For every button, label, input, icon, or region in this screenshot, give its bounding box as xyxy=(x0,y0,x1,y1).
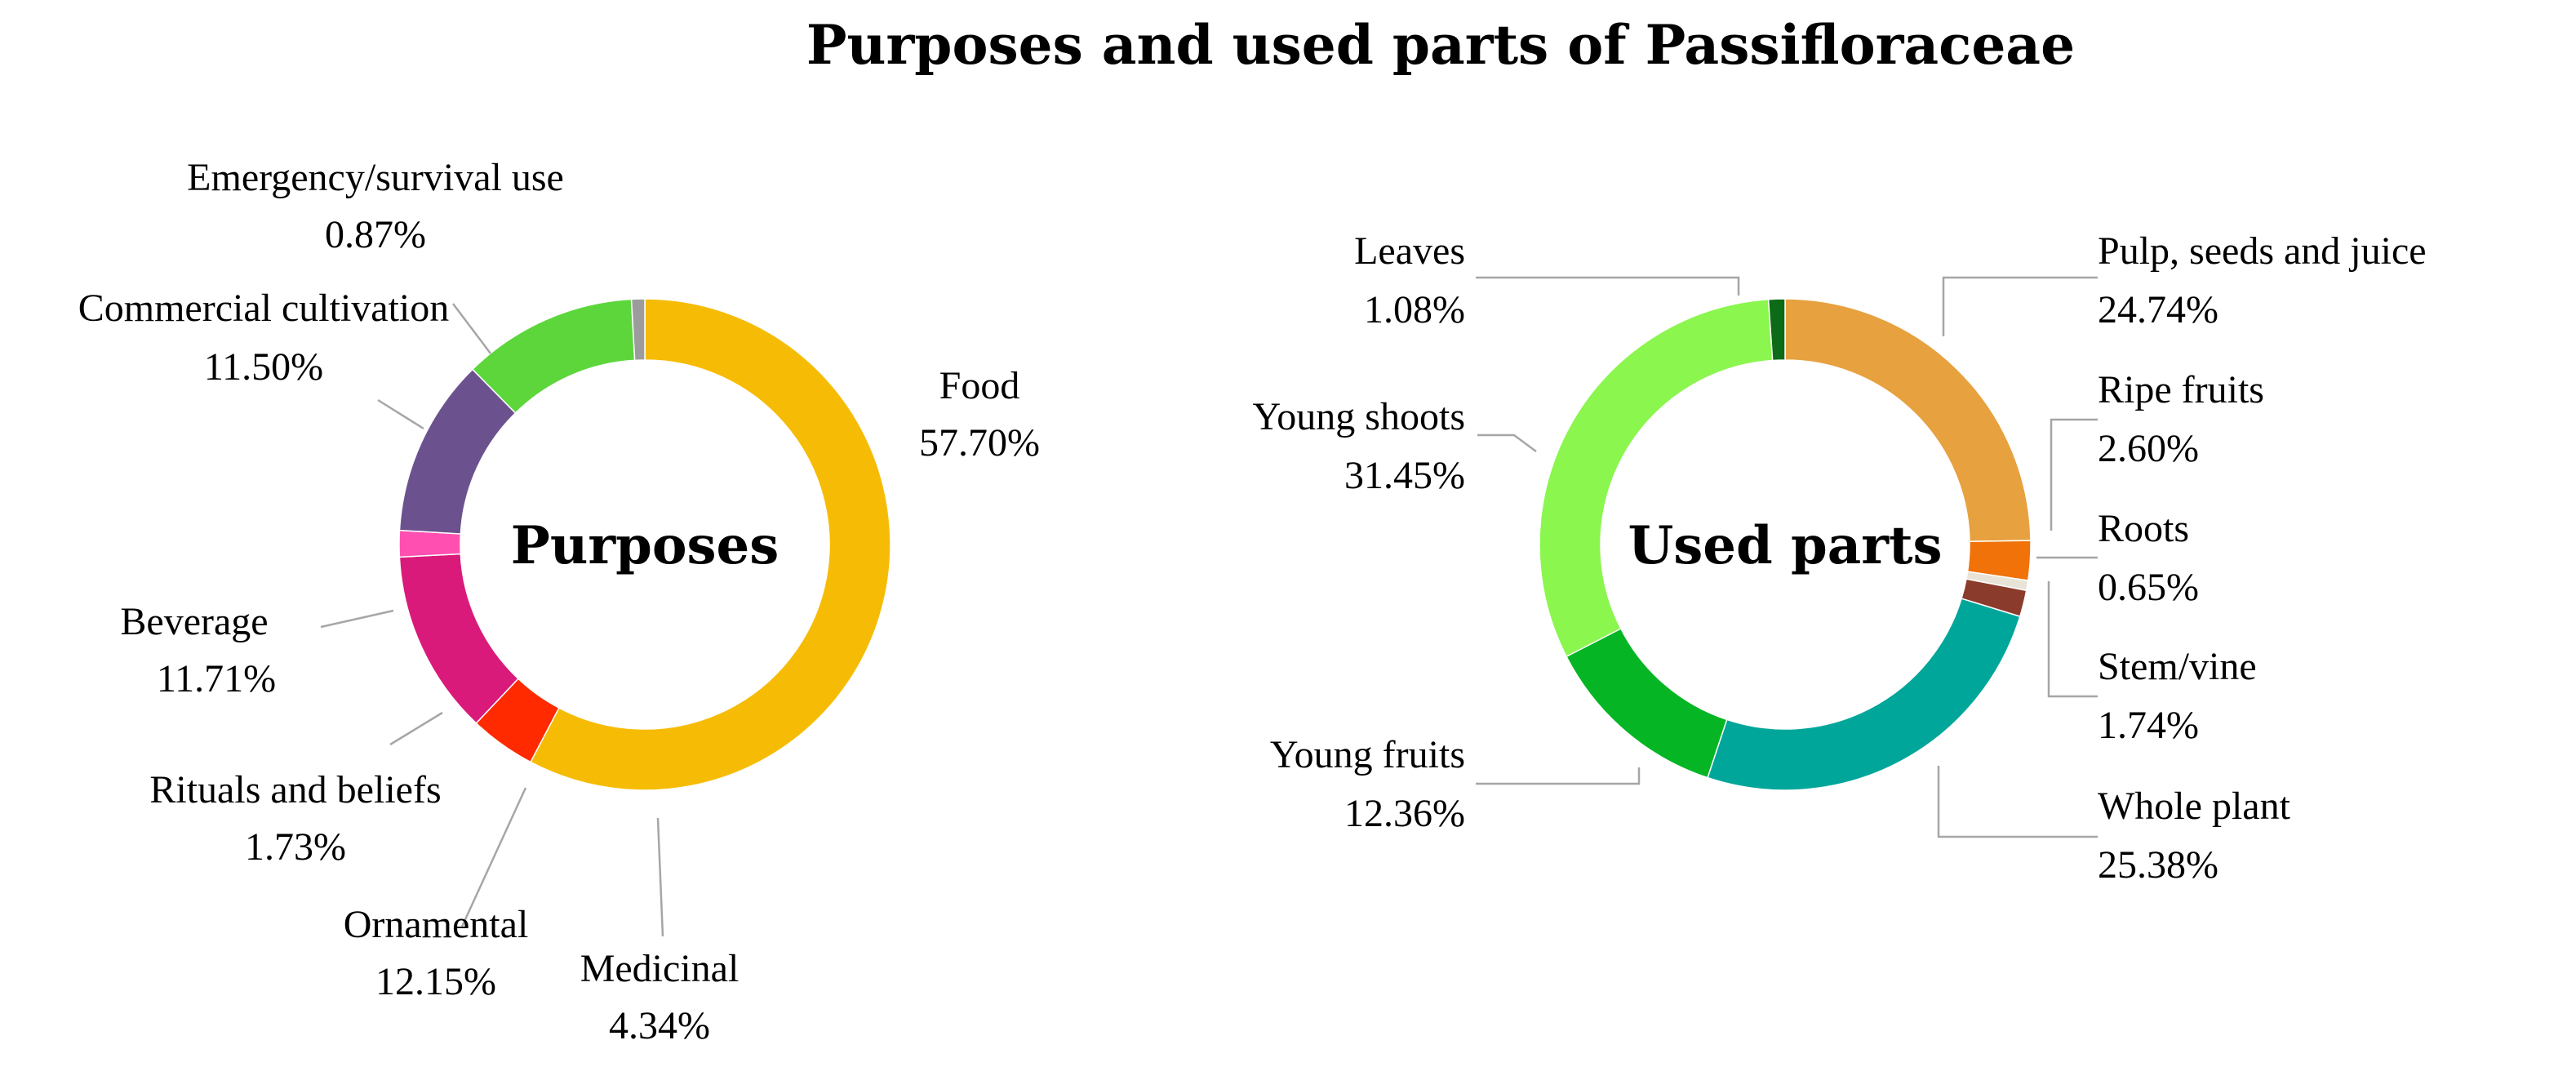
leader-line xyxy=(656,817,664,937)
slice-label: Young fruits xyxy=(1270,733,1465,776)
slice-label: Ripe fruits xyxy=(2098,368,2264,411)
leader-line xyxy=(377,398,424,430)
slice-label: Emergency/survival use xyxy=(187,156,564,199)
slice-value-label: 2.60% xyxy=(2098,427,2199,470)
slice-label: Pulp, seeds and juice xyxy=(2098,229,2427,273)
slice-value-label: 11.71% xyxy=(157,657,276,700)
purposes-slices xyxy=(398,298,891,791)
donut-slice-emergency-survival-use xyxy=(630,298,646,362)
leader-line xyxy=(1937,766,2098,838)
used-parts-center-label: Used parts xyxy=(1628,515,1942,576)
slice-label: Stem/vine xyxy=(2098,645,2257,688)
slice-label: Food xyxy=(939,364,1020,407)
donut-slice-rituals-and-beliefs xyxy=(398,529,462,558)
slice-value-label: 25.38% xyxy=(2098,843,2218,887)
slice-value-label: 1.74% xyxy=(2098,704,2199,747)
slice-label: Rituals and beliefs xyxy=(149,768,441,811)
slice-label: Medicinal xyxy=(580,947,739,990)
slice-label: Whole plant xyxy=(2098,785,2291,828)
used-parts-chart: Used parts Leaves 1.08% Young shoots 31.… xyxy=(1252,229,2426,887)
donut-slice-pulp-seeds-and-juice xyxy=(1784,298,2032,543)
used-parts-slices xyxy=(1539,298,2032,791)
slice-value-label: 0.65% xyxy=(2098,566,2199,609)
slice-value-label: 12.36% xyxy=(1344,792,1465,835)
leader-line xyxy=(460,787,527,927)
slice-label: Ornamental xyxy=(344,903,529,946)
leader-line xyxy=(1477,433,1537,453)
purposes-center-label: Purposes xyxy=(511,515,779,576)
slice-value-label: 12.15% xyxy=(375,960,496,1003)
slice-value-label: 1.73% xyxy=(245,825,346,869)
leader-line xyxy=(452,303,491,354)
slice-value-label: 57.70% xyxy=(919,421,1040,465)
slice-value-label: 31.45% xyxy=(1344,454,1465,497)
slice-value-label: 0.87% xyxy=(325,213,426,256)
leader-line xyxy=(389,711,443,746)
slice-label: Leaves xyxy=(1354,229,1465,273)
slice-label: Young shoots xyxy=(1252,395,1465,438)
leader-line xyxy=(1942,276,2098,336)
leader-line xyxy=(2050,418,2098,531)
leader-line xyxy=(1476,276,1740,296)
donut-slice-leaves xyxy=(1767,298,1786,362)
leader-line xyxy=(2047,581,2098,698)
donut-slice-young-shoots xyxy=(1539,298,1774,658)
donut-slice-young-fruits xyxy=(1566,627,1728,779)
slice-value-label: 1.08% xyxy=(1364,288,1465,331)
slice-label: Roots xyxy=(2098,507,2189,550)
slice-value-label: 4.34% xyxy=(609,1004,710,1047)
slice-value-label: 24.74% xyxy=(2098,288,2218,331)
leader-line xyxy=(1476,767,1641,785)
chart-title: Purposes and used parts of Passifloracea… xyxy=(806,13,2075,77)
donut-slice-ornamental xyxy=(398,553,519,724)
donut-slice-whole-plant xyxy=(1707,598,2021,791)
slice-label: Commercial cultivation xyxy=(78,287,450,330)
donut-slice-food xyxy=(529,298,891,791)
slice-label: Beverage xyxy=(120,600,268,643)
purposes-chart: Purposes Emergency/survival use 0.87% Co… xyxy=(78,156,1040,1047)
leader-line xyxy=(320,609,394,629)
slice-value-label: 11.50% xyxy=(204,345,323,389)
